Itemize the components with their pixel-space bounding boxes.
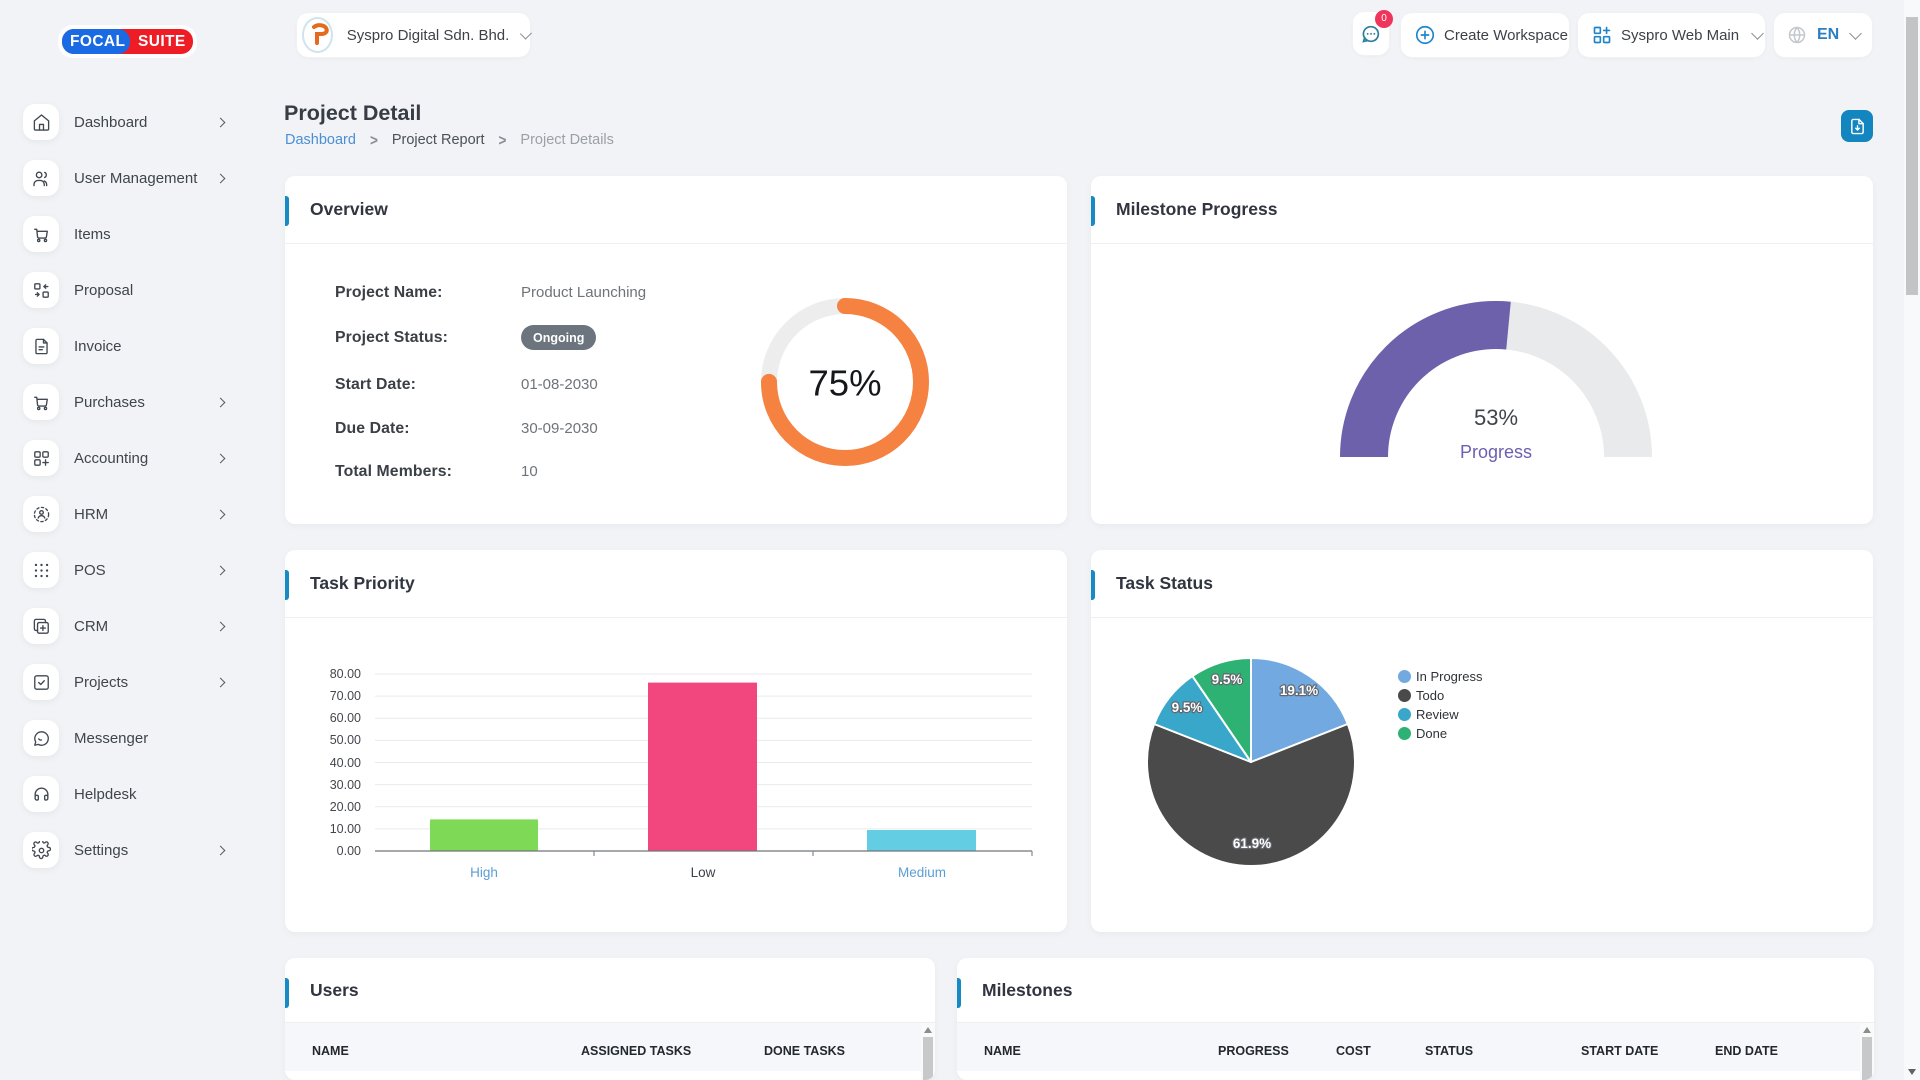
svg-text:70.00: 70.00 xyxy=(330,689,361,703)
svg-text:9.5%: 9.5% xyxy=(1172,700,1203,715)
svg-text:10.00: 10.00 xyxy=(330,822,361,836)
svg-text:0.00: 0.00 xyxy=(337,844,361,858)
svg-text:30.00: 30.00 xyxy=(330,778,361,792)
svg-text:Medium: Medium xyxy=(898,865,946,880)
svg-text:High: High xyxy=(470,865,498,880)
svg-text:80.00: 80.00 xyxy=(330,667,361,681)
svg-text:50.00: 50.00 xyxy=(330,733,361,747)
svg-text:20.00: 20.00 xyxy=(330,800,361,814)
svg-text:19.1%: 19.1% xyxy=(1280,683,1318,698)
svg-text:9.5%: 9.5% xyxy=(1212,672,1243,687)
svg-text:40.00: 40.00 xyxy=(330,756,361,770)
svg-text:75%: 75% xyxy=(808,363,881,404)
svg-text:61.9%: 61.9% xyxy=(1233,836,1271,851)
svg-text:60.00: 60.00 xyxy=(330,711,361,725)
svg-text:Low: Low xyxy=(691,865,716,880)
